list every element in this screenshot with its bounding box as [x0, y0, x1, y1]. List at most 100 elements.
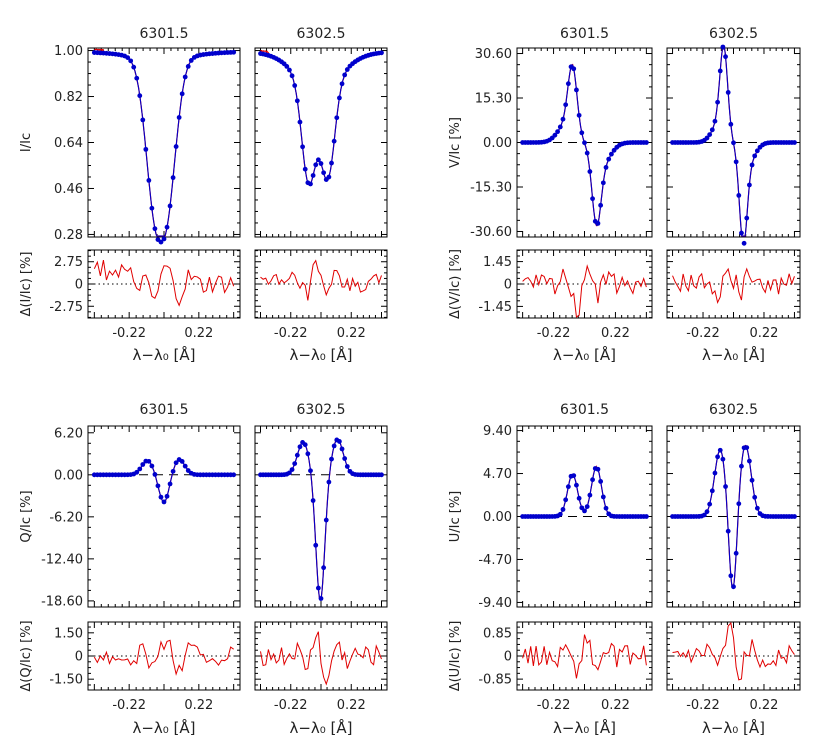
observed-point [315, 157, 321, 163]
observed-point [342, 456, 348, 461]
fit-line [522, 63, 647, 227]
y-tick-label: -6.20 [49, 510, 83, 525]
observed-point [720, 44, 726, 50]
observed-point [584, 504, 590, 509]
observed-point [733, 159, 739, 165]
observed-point [152, 226, 158, 232]
observed-point [552, 132, 558, 138]
residual-y-axis-label: Δ(V/Ic) [%] [448, 249, 463, 319]
x-axis-label: λ−λ₀ [Å] [289, 718, 352, 737]
observed-point [595, 466, 601, 472]
observed-point [747, 458, 752, 464]
observed-line [94, 51, 234, 237]
residual-line [522, 634, 647, 679]
x-axis-label: λ−λ₀ [Å] [553, 718, 616, 737]
observed-point [176, 115, 182, 120]
residual-line [93, 639, 234, 676]
observed-point [161, 236, 167, 242]
x-tick-label: -0.22 [112, 326, 146, 341]
observed-point [707, 132, 713, 138]
y-tick-label: 4.70 [483, 467, 512, 482]
observed-point [712, 118, 718, 124]
observed-point [182, 463, 188, 469]
observed-point [173, 144, 179, 149]
observed-point [146, 177, 152, 183]
residual-y-tick-label: -1.50 [49, 673, 83, 688]
residual-line [672, 267, 795, 305]
observed-point [170, 468, 176, 474]
observed-point [744, 445, 750, 450]
observed-point [598, 479, 604, 484]
observed-point [146, 458, 152, 464]
observed-point [603, 165, 609, 170]
observed-point [579, 130, 585, 136]
observed-point [339, 446, 345, 452]
observed-point [715, 99, 720, 105]
observed-point [792, 140, 797, 145]
observed-point [300, 144, 305, 150]
observed-point [728, 121, 734, 127]
observed-point [284, 63, 290, 69]
observed-point [179, 459, 185, 464]
observed-point [739, 463, 744, 469]
observed-point [741, 240, 747, 246]
observed-point [717, 68, 723, 74]
x-tick-label: -0.22 [112, 698, 146, 713]
observed-point [342, 72, 348, 78]
observed-point [152, 472, 158, 477]
residual-y-tick-label: -1.45 [478, 300, 512, 315]
observed-point [297, 119, 303, 125]
residual-y-tick-label: -0.85 [478, 673, 512, 688]
observed-point [754, 148, 760, 154]
observed-point [158, 494, 164, 500]
observed-point [609, 151, 614, 157]
observed-point [701, 512, 707, 518]
observed-point [715, 454, 720, 460]
observed-point [736, 501, 742, 507]
observed-point [733, 550, 739, 556]
x-tick-label: 0.22 [184, 326, 213, 341]
observed-point [289, 467, 295, 473]
observed-point [725, 528, 731, 534]
observed-point [723, 484, 728, 489]
observed-point [164, 493, 170, 499]
observed-point [179, 91, 185, 97]
x-axis-label: λ−λ₀ [Å] [132, 718, 195, 737]
observed-point [560, 507, 566, 512]
residual-y-tick-label: 1.50 [54, 626, 83, 641]
observed-point [709, 488, 715, 494]
y-axis-label: I/Ic [19, 133, 34, 152]
x-axis-label: λ−λ₀ [Å] [132, 345, 195, 364]
residual-y-tick-label: 0 [504, 650, 512, 665]
y-tick-label: -4.70 [478, 553, 512, 568]
x-tick-label: 0.22 [337, 698, 366, 713]
x-tick-label: -0.22 [686, 698, 720, 713]
panel-title-I-1: 6302.5 [297, 26, 346, 42]
fit-line [94, 48, 234, 237]
residual-y-tick-label: 0 [504, 278, 512, 293]
observed-point [167, 203, 173, 209]
y-tick-label: -30.60 [470, 225, 512, 240]
y-tick-label: 0.00 [54, 468, 83, 483]
main-panel-Q-0 [87, 425, 241, 608]
observed-point [590, 196, 595, 202]
observed-point [292, 83, 298, 88]
observed-point [137, 93, 143, 99]
observed-point [294, 452, 300, 458]
observed-point [334, 115, 340, 121]
observed-point [565, 81, 571, 87]
observed-point [143, 146, 149, 152]
observed-point [595, 220, 601, 226]
x-axis-label: λ−λ₀ [Å] [289, 345, 352, 364]
y-tick-label: 0.46 [54, 182, 83, 197]
observed-point [747, 182, 752, 188]
residual-y-tick-label: 0.85 [483, 626, 512, 641]
observed-point [173, 460, 179, 466]
observed-point [792, 514, 797, 519]
observed-point [584, 150, 590, 156]
y-tick-label: -18.60 [41, 594, 83, 609]
observed-point [297, 444, 303, 450]
residual-y-tick-label: 2.75 [54, 255, 83, 270]
y-tick-label: 0.00 [483, 510, 512, 525]
